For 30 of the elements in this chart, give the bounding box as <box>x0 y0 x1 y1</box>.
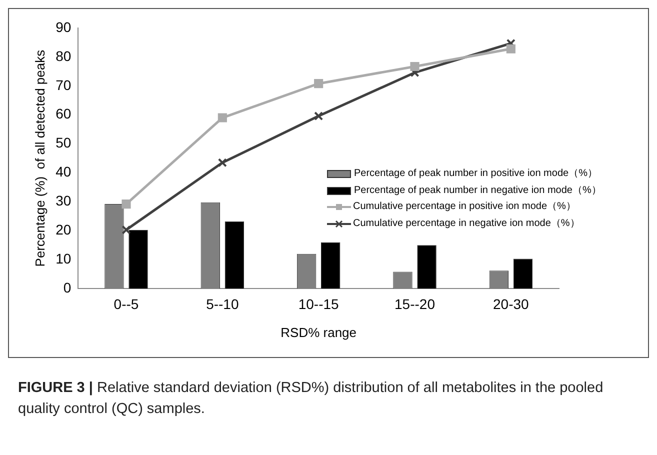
point <box>314 111 324 121</box>
y-tick-label: 70 <box>56 76 72 93</box>
legend-label: Percentage of peak number in negative ion mode（%） <box>354 184 602 198</box>
point <box>410 62 420 72</box>
y-tick-label: 50 <box>56 134 72 151</box>
legend-label: Cumulative percentage in positive ion mode（%） <box>353 200 576 214</box>
legend-label: Percentage of peak number in positive ion mode（%） <box>354 167 598 181</box>
point <box>314 79 324 88</box>
x-tick-label: 20-30 <box>493 296 530 312</box>
point <box>122 225 131 234</box>
x-tick-label: 15--20 <box>394 296 436 312</box>
legend-label: Cumulative percentage in negative ion mode（%） <box>353 216 580 230</box>
y-tick-label: 10 <box>56 250 72 267</box>
caption: FIGURE 3 | Relative standard deviation (RSD%) distribution of all metabolites in the pooled quality control (QC) samples. <box>18 380 604 417</box>
y-tick-label: 60 <box>56 106 72 122</box>
y-tick-label: 80 <box>56 48 72 64</box>
y-tick-label: 20 <box>56 222 72 238</box>
x-tick-label: 10--15 <box>298 296 340 312</box>
y-axis-title: Percentage (%) of all detected peaks <box>32 49 48 267</box>
x-tick-label: 5--10 <box>206 296 239 312</box>
y-tick-label: 0 <box>63 279 72 296</box>
y-tick-label: 90 <box>56 18 72 35</box>
point <box>218 113 227 122</box>
point <box>218 158 227 168</box>
y-tick-label: 40 <box>56 164 72 180</box>
x-tick-label: 0--5 <box>114 296 139 312</box>
y-tick-label: 30 <box>56 192 72 209</box>
point <box>122 200 131 209</box>
x-axis-title: RSD% range <box>280 324 357 340</box>
point <box>506 44 516 54</box>
